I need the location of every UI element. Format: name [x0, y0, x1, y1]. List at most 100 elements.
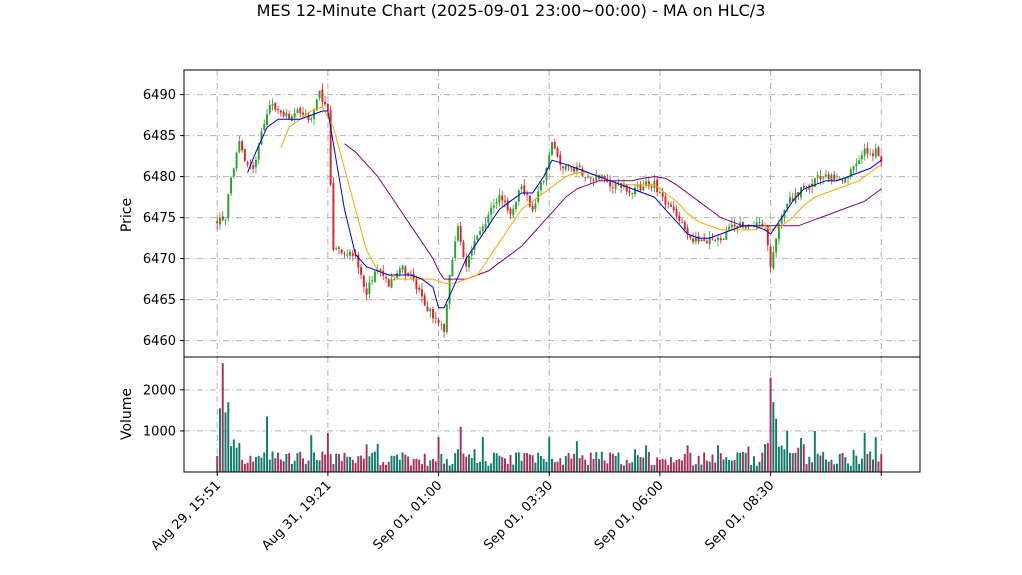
candle-body — [788, 196, 791, 203]
price-grid — [184, 70, 920, 357]
volume-bar — [429, 460, 432, 472]
candle-body — [227, 194, 230, 219]
candle-body — [753, 226, 755, 228]
volume-bar — [304, 463, 307, 472]
volume-bar — [573, 453, 576, 472]
volume-bar — [769, 377, 772, 472]
volume-bar — [412, 458, 415, 472]
candle-body — [611, 187, 614, 189]
volume-bar — [603, 460, 606, 472]
candle-body — [863, 148, 866, 156]
candle-body — [647, 181, 650, 186]
volume-bar — [863, 432, 866, 472]
candle-body — [315, 99, 318, 111]
volume-bar — [736, 452, 739, 472]
candle-body — [465, 258, 468, 267]
candle-body — [542, 180, 545, 182]
candle-body — [271, 103, 274, 106]
candle-body — [526, 193, 529, 195]
candle-body — [628, 190, 631, 193]
volume-bar — [761, 452, 764, 472]
candle-body — [841, 179, 844, 182]
candle-body — [219, 217, 221, 225]
candle-body — [703, 238, 706, 242]
candle-body — [725, 232, 728, 240]
x-tick-label: Aug 29, 15:51 — [149, 478, 225, 554]
candle-body — [528, 195, 531, 207]
volume-bar — [241, 460, 244, 472]
candle-body — [780, 215, 783, 224]
volume-bar — [260, 457, 263, 472]
candle-body — [675, 208, 678, 217]
volume-bar — [562, 464, 565, 472]
volume-bar — [368, 456, 371, 472]
volume-bar — [279, 459, 282, 472]
volume-bar — [822, 451, 825, 472]
volume-bar — [484, 461, 487, 472]
volume-bar — [678, 458, 681, 472]
volume-bar — [661, 458, 664, 472]
volume-bar — [476, 463, 479, 472]
candle-body — [645, 181, 648, 186]
candle-body — [700, 239, 703, 242]
volume-bar — [221, 363, 224, 472]
candle-body — [545, 167, 548, 181]
candle-body — [791, 198, 794, 201]
volume-bar — [515, 452, 517, 472]
candle-body — [869, 154, 872, 156]
volume-bar — [703, 452, 706, 472]
candle-body — [556, 148, 559, 157]
volume-bar — [454, 453, 457, 472]
candle-body — [495, 202, 498, 204]
candle-body — [260, 131, 263, 145]
volume-bar — [714, 462, 717, 472]
candle-body — [238, 140, 241, 153]
volume-bar — [667, 465, 670, 472]
volume-bar — [520, 460, 523, 472]
candle-body — [844, 178, 847, 183]
volume-bar — [764, 444, 767, 472]
volume-bar — [296, 453, 299, 472]
volume-bar — [407, 456, 410, 472]
candle-body — [506, 200, 509, 211]
volume-bar — [512, 464, 515, 472]
volume-bar — [252, 461, 255, 472]
volume-bar — [468, 454, 470, 472]
candle-body — [310, 118, 313, 120]
candle-body — [257, 145, 260, 160]
candle-body — [705, 241, 708, 244]
volume-bar — [841, 453, 844, 472]
volume-bar — [235, 447, 238, 472]
volume-bar — [492, 452, 495, 472]
volume-bar — [575, 441, 578, 472]
candle-body — [587, 176, 589, 178]
volume-bar — [808, 456, 811, 472]
volume-bar — [398, 459, 401, 472]
candle-body — [285, 113, 288, 117]
x-axis-ticks: Aug 29, 15:51 Aug 31, 19:21 Sep 01, 01:00 S… — [149, 472, 882, 554]
volume-bar — [625, 459, 628, 472]
candle-body — [559, 154, 562, 165]
candle-body — [728, 226, 731, 232]
candle-body — [819, 176, 822, 180]
volume-bar — [783, 449, 786, 472]
candle-body — [503, 200, 506, 203]
volume-bar — [595, 452, 598, 472]
volume-bar — [589, 452, 592, 472]
volume-bar — [437, 437, 440, 472]
volume-bar — [310, 435, 313, 472]
volume-bar — [393, 455, 396, 472]
candle-body — [321, 89, 324, 102]
volume-bar — [636, 455, 639, 472]
volume-bar — [750, 464, 753, 472]
volume-bar — [556, 461, 559, 472]
volume-bar — [871, 459, 874, 472]
volume-bar — [719, 453, 722, 472]
volume-bar — [689, 452, 692, 472]
candle-body — [432, 308, 434, 319]
volume-bar — [376, 443, 379, 472]
candle-body — [733, 224, 736, 227]
volume-bar — [598, 459, 601, 472]
candle-body — [512, 208, 515, 215]
ma-mid-line — [280, 106, 882, 284]
